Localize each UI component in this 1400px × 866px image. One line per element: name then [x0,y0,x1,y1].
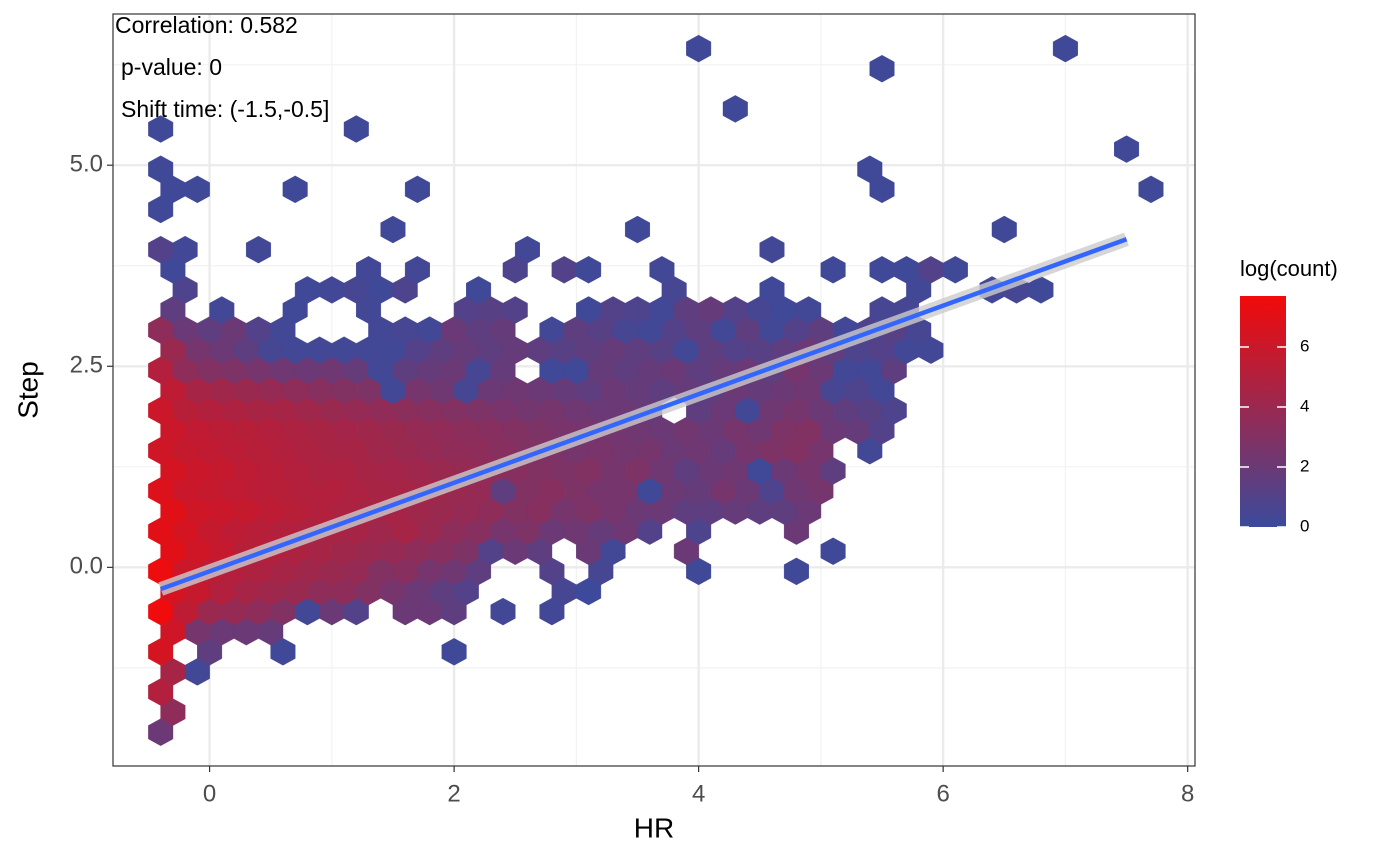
colorbar-tick-label: 6 [1300,336,1309,355]
hex [783,557,809,586]
fit [158,232,1129,596]
annotation: Shift time: (-1.5,-0.5] [121,96,329,122]
axes: 0 2 4 6 8 0.0 2.5 5.0 [70,151,1195,808]
y-tick-label: 0.0 [70,553,103,580]
hex [1114,135,1140,163]
y-tick-label: 5.0 [70,151,103,178]
colorbar-tick-label: 4 [1300,396,1309,415]
x-tick-label: 4 [692,780,705,807]
hex [343,115,369,143]
hex [282,175,308,204]
y-tick-label: 2.5 [70,352,103,379]
hex [514,235,540,264]
hex [796,296,822,324]
hex [184,175,210,204]
hex [1028,276,1054,304]
x-tick-label: 2 [447,780,460,807]
annotation: Correlation: 0.582 [115,12,298,38]
hex [466,276,492,304]
fit-line [159,237,1128,592]
hex [441,638,467,666]
hex [686,34,712,63]
hex [148,155,174,183]
hex [820,537,846,565]
hex [942,256,968,284]
x-tick-label: 8 [1181,780,1194,807]
hex [245,235,271,264]
hex [1138,175,1164,204]
hex [172,235,198,264]
hex [759,235,785,264]
hex [356,256,382,284]
legend: 0 2 4 6 [1240,296,1309,535]
hex [490,597,516,626]
x-tick-label: 0 [203,780,216,807]
hex [148,115,174,143]
hex [991,215,1017,244]
x-tick-label: 6 [936,780,949,807]
annotation: p-value: 0 [121,54,222,80]
hex [404,175,430,204]
hex [404,256,430,284]
hex [1052,34,1078,63]
colorbar [1240,296,1286,527]
hex [209,296,235,324]
hex [576,256,602,284]
y-axis-title: Step [12,361,43,419]
colorbar-tick-label: 0 [1300,516,1309,535]
hex [869,54,895,83]
colorbar-tick-label: 2 [1300,456,1309,475]
hex [759,276,785,304]
hex [857,155,883,183]
hex [624,215,650,244]
hex [820,256,846,284]
hex [502,296,528,324]
panel-border [112,13,1196,767]
hex [649,256,675,284]
hex [722,95,748,123]
legend-title: log(count) [1240,256,1338,281]
hex [380,215,406,244]
x-axis-title: HR [634,812,674,843]
